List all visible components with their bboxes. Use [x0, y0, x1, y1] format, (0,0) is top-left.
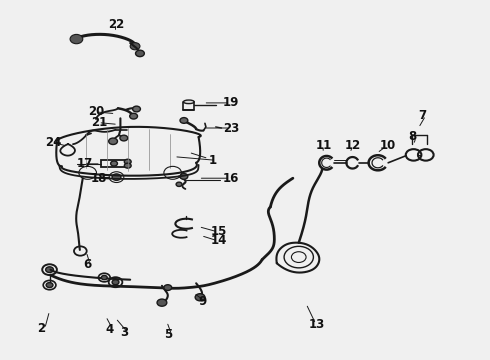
Circle shape	[136, 50, 145, 57]
Circle shape	[70, 35, 83, 44]
Circle shape	[46, 267, 53, 273]
Text: 3: 3	[121, 326, 128, 339]
Text: 24: 24	[45, 136, 61, 149]
Text: 19: 19	[223, 96, 240, 109]
Text: 4: 4	[106, 323, 114, 336]
Text: 2: 2	[37, 322, 46, 335]
Text: 1: 1	[208, 154, 217, 167]
Text: 18: 18	[91, 172, 107, 185]
Text: 8: 8	[409, 130, 417, 144]
Circle shape	[164, 285, 171, 291]
Circle shape	[111, 161, 118, 166]
Circle shape	[124, 159, 131, 164]
Circle shape	[124, 163, 131, 168]
Text: 21: 21	[91, 116, 107, 129]
Text: 16: 16	[223, 172, 240, 185]
Circle shape	[130, 42, 140, 50]
Text: 10: 10	[379, 139, 395, 152]
Text: 12: 12	[345, 139, 362, 152]
Text: 5: 5	[164, 328, 172, 341]
Circle shape	[180, 174, 188, 179]
Circle shape	[176, 182, 182, 186]
Circle shape	[195, 294, 205, 301]
Circle shape	[112, 280, 119, 285]
Circle shape	[46, 283, 53, 288]
Text: 7: 7	[418, 109, 427, 122]
Text: 13: 13	[309, 318, 325, 331]
Text: 6: 6	[83, 258, 91, 271]
Text: 17: 17	[76, 157, 93, 170]
Circle shape	[120, 135, 128, 141]
Text: 20: 20	[88, 105, 104, 118]
Circle shape	[133, 106, 141, 112]
Ellipse shape	[183, 100, 194, 104]
Text: 14: 14	[211, 234, 227, 247]
Text: 22: 22	[108, 18, 124, 31]
Circle shape	[180, 118, 188, 123]
Circle shape	[109, 138, 118, 144]
Circle shape	[130, 113, 138, 119]
Circle shape	[101, 275, 107, 280]
Circle shape	[157, 299, 167, 306]
Circle shape	[112, 174, 121, 180]
Text: 23: 23	[223, 122, 239, 135]
Text: 15: 15	[211, 225, 227, 238]
Text: 9: 9	[198, 296, 207, 309]
Text: 11: 11	[316, 139, 332, 152]
